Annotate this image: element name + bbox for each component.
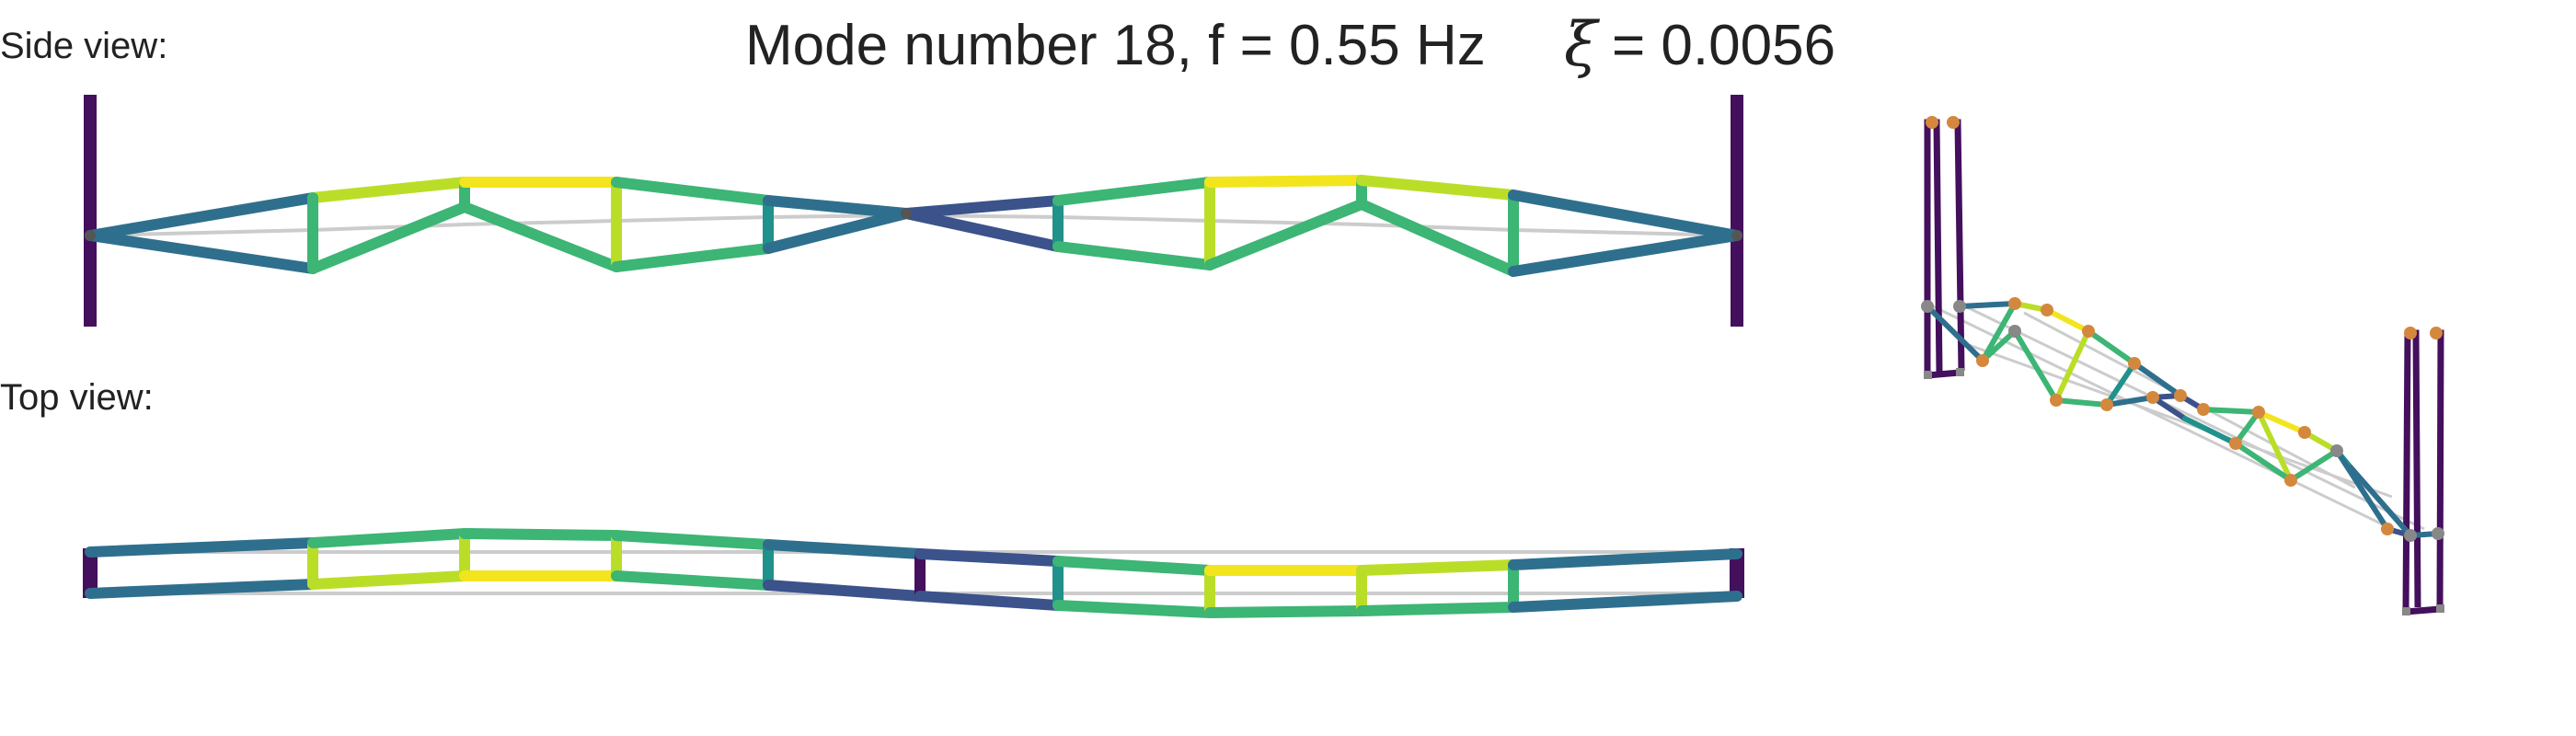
member [1925, 304, 1985, 363]
member [2044, 307, 2091, 334]
member [307, 177, 470, 203]
xi-symbol: ξ [1564, 9, 1598, 80]
member [2256, 409, 2294, 483]
side-towers [84, 95, 1743, 327]
member [85, 230, 318, 274]
member [2256, 409, 2307, 435]
3d-undeformed [1926, 302, 2425, 531]
member [307, 570, 470, 590]
member [1508, 591, 1742, 613]
top-view-label: Top view: [0, 377, 154, 418]
member [611, 570, 774, 591]
member [307, 528, 470, 548]
member [459, 528, 622, 541]
member [1356, 175, 1519, 201]
member [2053, 328, 2091, 403]
member [914, 548, 1064, 567]
member [1980, 328, 2018, 363]
member [2182, 416, 2238, 446]
side-view-label: Side view: [0, 26, 168, 66]
member [1052, 556, 1215, 576]
top-members [85, 528, 1742, 618]
member [763, 539, 926, 559]
3d-members [1925, 301, 2441, 538]
member [1356, 602, 1519, 616]
member [2132, 361, 2183, 398]
side-nodes [85, 208, 1742, 241]
member [459, 201, 622, 272]
member [901, 208, 1064, 252]
member [763, 195, 912, 219]
member [1508, 190, 1742, 241]
member [2288, 448, 2340, 483]
member [1204, 199, 1367, 270]
plot-title: Mode number 18, f = 0.55 Hz ξ = 0.0056 [0, 6, 2576, 80]
member [2104, 361, 2137, 408]
member [1957, 301, 2018, 309]
3d-nodes-gray [1921, 300, 2444, 615]
3d-nodes-orange [1926, 116, 2443, 535]
member [2348, 465, 2413, 538]
3d-towers [1924, 119, 2444, 615]
member [611, 530, 774, 550]
3d-tower-right-a [2402, 329, 2421, 613]
3d-tower-left-a [1924, 119, 1943, 375]
member [611, 177, 774, 206]
member [2104, 395, 2156, 408]
member [2233, 409, 2261, 446]
member [2086, 328, 2137, 366]
member [763, 208, 912, 254]
member [914, 591, 1064, 611]
member [85, 579, 318, 599]
mode-title: Mode number 18, f = 0.55 Hz [745, 14, 1486, 77]
member [1052, 177, 1215, 206]
member [2201, 407, 2261, 415]
member [1052, 600, 1215, 618]
member [1052, 241, 1215, 270]
member [85, 537, 318, 558]
member [1356, 199, 1519, 277]
member [1508, 548, 1742, 570]
member [307, 201, 470, 274]
member [1980, 301, 2018, 363]
member [1204, 605, 1367, 618]
member [763, 580, 926, 602]
member [1508, 230, 1742, 277]
3d-tower-right-b [2433, 329, 2444, 610]
member [1356, 559, 1519, 576]
member [2334, 448, 2390, 532]
xi-value: = 0.0056 [1612, 14, 1836, 77]
member [2233, 441, 2294, 483]
member [611, 243, 774, 272]
member [2012, 328, 2059, 403]
side-members [85, 175, 1742, 277]
member [1204, 175, 1367, 188]
member [2053, 397, 2110, 408]
member [901, 195, 1064, 219]
member [85, 192, 318, 241]
